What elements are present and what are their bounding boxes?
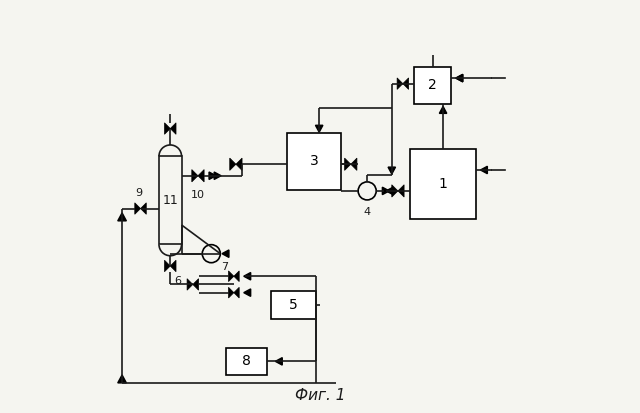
Text: 9: 9 (135, 188, 142, 198)
Polygon shape (164, 123, 170, 134)
Text: 10: 10 (191, 190, 205, 200)
Text: 4: 4 (364, 207, 371, 217)
Polygon shape (344, 158, 351, 171)
Polygon shape (193, 279, 198, 290)
Polygon shape (118, 375, 126, 383)
FancyBboxPatch shape (226, 348, 267, 375)
Polygon shape (403, 78, 408, 89)
Polygon shape (198, 170, 204, 182)
Polygon shape (170, 123, 176, 134)
Text: 7: 7 (221, 262, 228, 272)
Polygon shape (222, 250, 229, 257)
Polygon shape (244, 289, 251, 297)
FancyBboxPatch shape (410, 149, 476, 219)
Polygon shape (439, 107, 447, 114)
Polygon shape (234, 271, 239, 282)
Text: 8: 8 (242, 354, 251, 368)
Polygon shape (209, 172, 216, 180)
Polygon shape (392, 185, 398, 197)
Polygon shape (141, 203, 147, 214)
Polygon shape (192, 170, 198, 182)
Polygon shape (386, 187, 393, 195)
Polygon shape (351, 158, 357, 171)
Text: 1: 1 (438, 177, 447, 191)
FancyBboxPatch shape (271, 291, 316, 319)
Polygon shape (135, 203, 141, 214)
Text: Фиг. 1: Фиг. 1 (295, 388, 345, 404)
Polygon shape (481, 166, 488, 174)
Polygon shape (388, 167, 396, 174)
Polygon shape (228, 287, 234, 298)
Polygon shape (234, 287, 239, 298)
Polygon shape (275, 358, 282, 365)
Polygon shape (397, 78, 403, 89)
Polygon shape (456, 74, 463, 82)
FancyBboxPatch shape (287, 133, 340, 190)
Polygon shape (118, 213, 126, 221)
Polygon shape (456, 74, 463, 82)
Polygon shape (398, 185, 404, 197)
Polygon shape (228, 271, 234, 282)
Polygon shape (187, 279, 193, 290)
Text: 11: 11 (163, 194, 178, 207)
Text: 6: 6 (174, 276, 181, 286)
FancyBboxPatch shape (414, 67, 451, 104)
Polygon shape (164, 260, 170, 272)
Polygon shape (382, 187, 389, 195)
Polygon shape (170, 260, 176, 272)
Text: 3: 3 (310, 154, 318, 169)
Polygon shape (230, 158, 236, 171)
Polygon shape (244, 273, 251, 280)
Polygon shape (236, 158, 242, 171)
Polygon shape (316, 125, 323, 132)
Text: 5: 5 (289, 298, 298, 312)
Polygon shape (214, 172, 221, 180)
Text: 2: 2 (428, 78, 437, 93)
